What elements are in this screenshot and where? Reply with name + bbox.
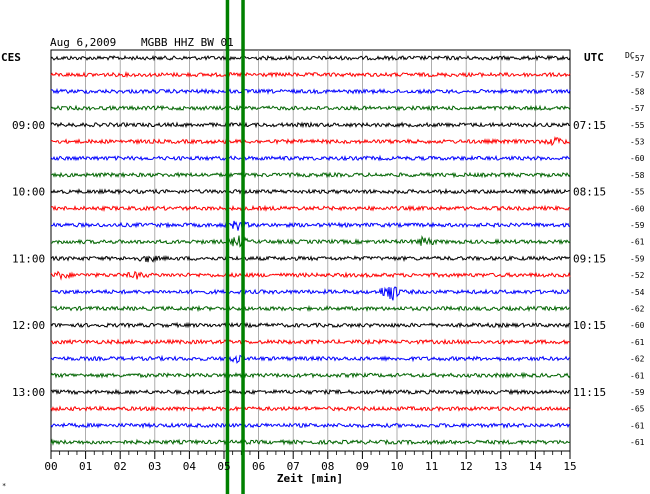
x-axis-label: Zeit [min] [277,472,343,485]
x-tick-label: 01 [79,460,92,473]
dc-header: DC [625,51,635,60]
left-time-label: 12:00 [12,319,45,332]
trace-line [50,136,571,147]
dc-offset-label: -60 [630,204,645,213]
right-time-label: 09:15 [573,252,606,265]
dc-offset-label: -58 [630,87,645,96]
grid-layer [50,49,571,459]
right-time-label: 07:15 [573,119,606,132]
trace-line [50,388,571,396]
dc-offset-label: -62 [630,305,645,314]
x-tick-label: 14 [529,460,543,473]
left-time-label: 11:00 [12,252,45,265]
trace-line [50,321,571,329]
trace-layer [50,54,571,446]
x-tick-label: 10 [390,460,403,473]
dc-offset-label: -55 [630,121,645,130]
marker-layer [225,0,245,494]
x-tick-label: 05 [217,460,230,473]
dc-offset-label: -65 [630,405,645,414]
dc-offset-label: -53 [630,138,645,147]
right-time-label: 11:15 [573,386,606,399]
dc-offset-label: -59 [630,388,645,397]
dc-offset-label: -57 [630,71,645,80]
dc-offset-label: -61 [630,338,645,347]
trace-line [50,154,571,162]
footer-mark: * [2,482,6,490]
dc-offset-label: -59 [630,254,645,263]
dc-offset-label: -61 [630,421,645,430]
x-tick-label: 04 [183,460,197,473]
trace-line [50,204,571,212]
dc-offset-label: -61 [630,371,645,380]
chart-date: Aug 6,2009 [50,36,116,49]
trace-line [50,422,571,429]
dc-offset-label: -59 [630,221,645,230]
x-tick-label: 11 [425,460,438,473]
x-tick-label: 00 [44,460,57,473]
chart-station: MGBB HHZ BW 01 [141,36,234,49]
dc-offset-label: -62 [630,355,645,364]
dc-offset-label: -60 [630,321,645,330]
trace-line [50,171,571,179]
x-tick-label: 02 [114,460,127,473]
trace-line [50,438,571,446]
left-time-label: 09:00 [12,119,45,132]
trace-line [50,104,571,112]
trace-line [50,87,571,95]
right-corner-label: UTC [584,51,604,64]
trace-line [50,338,571,346]
trace-line [50,286,571,301]
x-tick-label: 09 [356,460,369,473]
x-tick-label: 12 [460,460,473,473]
trace-line [50,220,571,231]
dc-offset-label: -55 [630,188,645,197]
trace-line [50,354,571,364]
right-time-label: 10:15 [573,319,606,332]
dc-offset-label: -61 [630,238,645,247]
x-tick-label: 08 [321,460,334,473]
left-time-label: 10:00 [12,186,45,199]
dc-offset-label: -58 [630,171,645,180]
trace-line [50,304,571,313]
dc-offset-label: -57 [630,54,645,63]
left-time-label: 13:00 [12,386,45,399]
x-tick-label: 03 [148,460,161,473]
trace-line [50,121,570,129]
label-layer: Aug 6,2009 MGBB HHZ BW 01 CES UTC DC Zei… [1,36,645,490]
x-tick-label: 07 [287,460,300,473]
dc-offset-label: -54 [630,288,645,297]
dc-offset-label: -57 [630,104,645,113]
trace-line [50,255,571,263]
trace-line [50,235,571,248]
x-tick-label: 06 [252,460,265,473]
dc-offset-label: -60 [630,154,645,163]
trace-line [50,270,571,281]
dc-offset-label: -61 [630,438,645,447]
dc-offset-label: -52 [630,271,645,280]
trace-line [50,371,571,380]
trace-line [50,405,571,413]
trace-line [50,187,571,196]
x-tick-label: 15 [563,460,576,473]
trace-line [50,54,571,62]
x-tick-label: 13 [494,460,507,473]
left-corner-label: CES [1,51,21,64]
right-time-label: 08:15 [573,186,606,199]
trace-line [50,70,571,79]
